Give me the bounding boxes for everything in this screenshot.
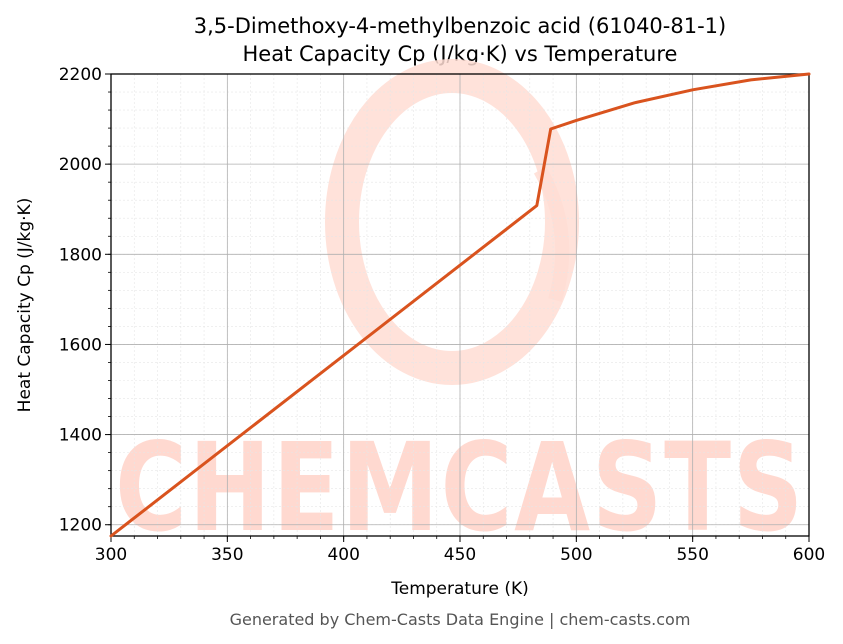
y-tick-label: 1600: [59, 335, 102, 355]
watermark-text: CHEMCASTS: [115, 417, 805, 559]
y-tick-label: 2000: [59, 155, 102, 175]
series-line: [109, 72, 811, 538]
y-tick-label: 2200: [59, 65, 102, 85]
y-tick-label: 1400: [59, 426, 102, 446]
y-axis-label: Heat Capacity Cp (J/kg·K): [15, 198, 35, 413]
y-axis: 1200 1400 1600 1800 2000 2200: [59, 65, 111, 536]
chart-title: 3,5-Dimethoxy-4-methylbenzoic acid (6104…: [194, 14, 726, 38]
x-axis-label: Temperature (K): [390, 579, 529, 599]
x-tick-label: 500: [560, 545, 592, 565]
watermark-logo: CHEMCASTS: [115, 59, 805, 559]
series-group: [109, 72, 811, 538]
x-tick-label: 350: [211, 545, 243, 565]
y-tick-label: 1800: [59, 245, 102, 265]
x-tick-label: 450: [444, 545, 476, 565]
footer-credit: Generated by Chem-Casts Data Engine | ch…: [230, 610, 691, 629]
x-tick-label: 550: [676, 545, 708, 565]
x-axis: 300 350 400 450 500 550 600: [95, 536, 825, 565]
x-tick-label: 400: [327, 545, 359, 565]
x-tick-label: 600: [793, 545, 825, 565]
x-tick-label: 300: [95, 545, 127, 565]
y-tick-label: 1200: [59, 516, 102, 536]
